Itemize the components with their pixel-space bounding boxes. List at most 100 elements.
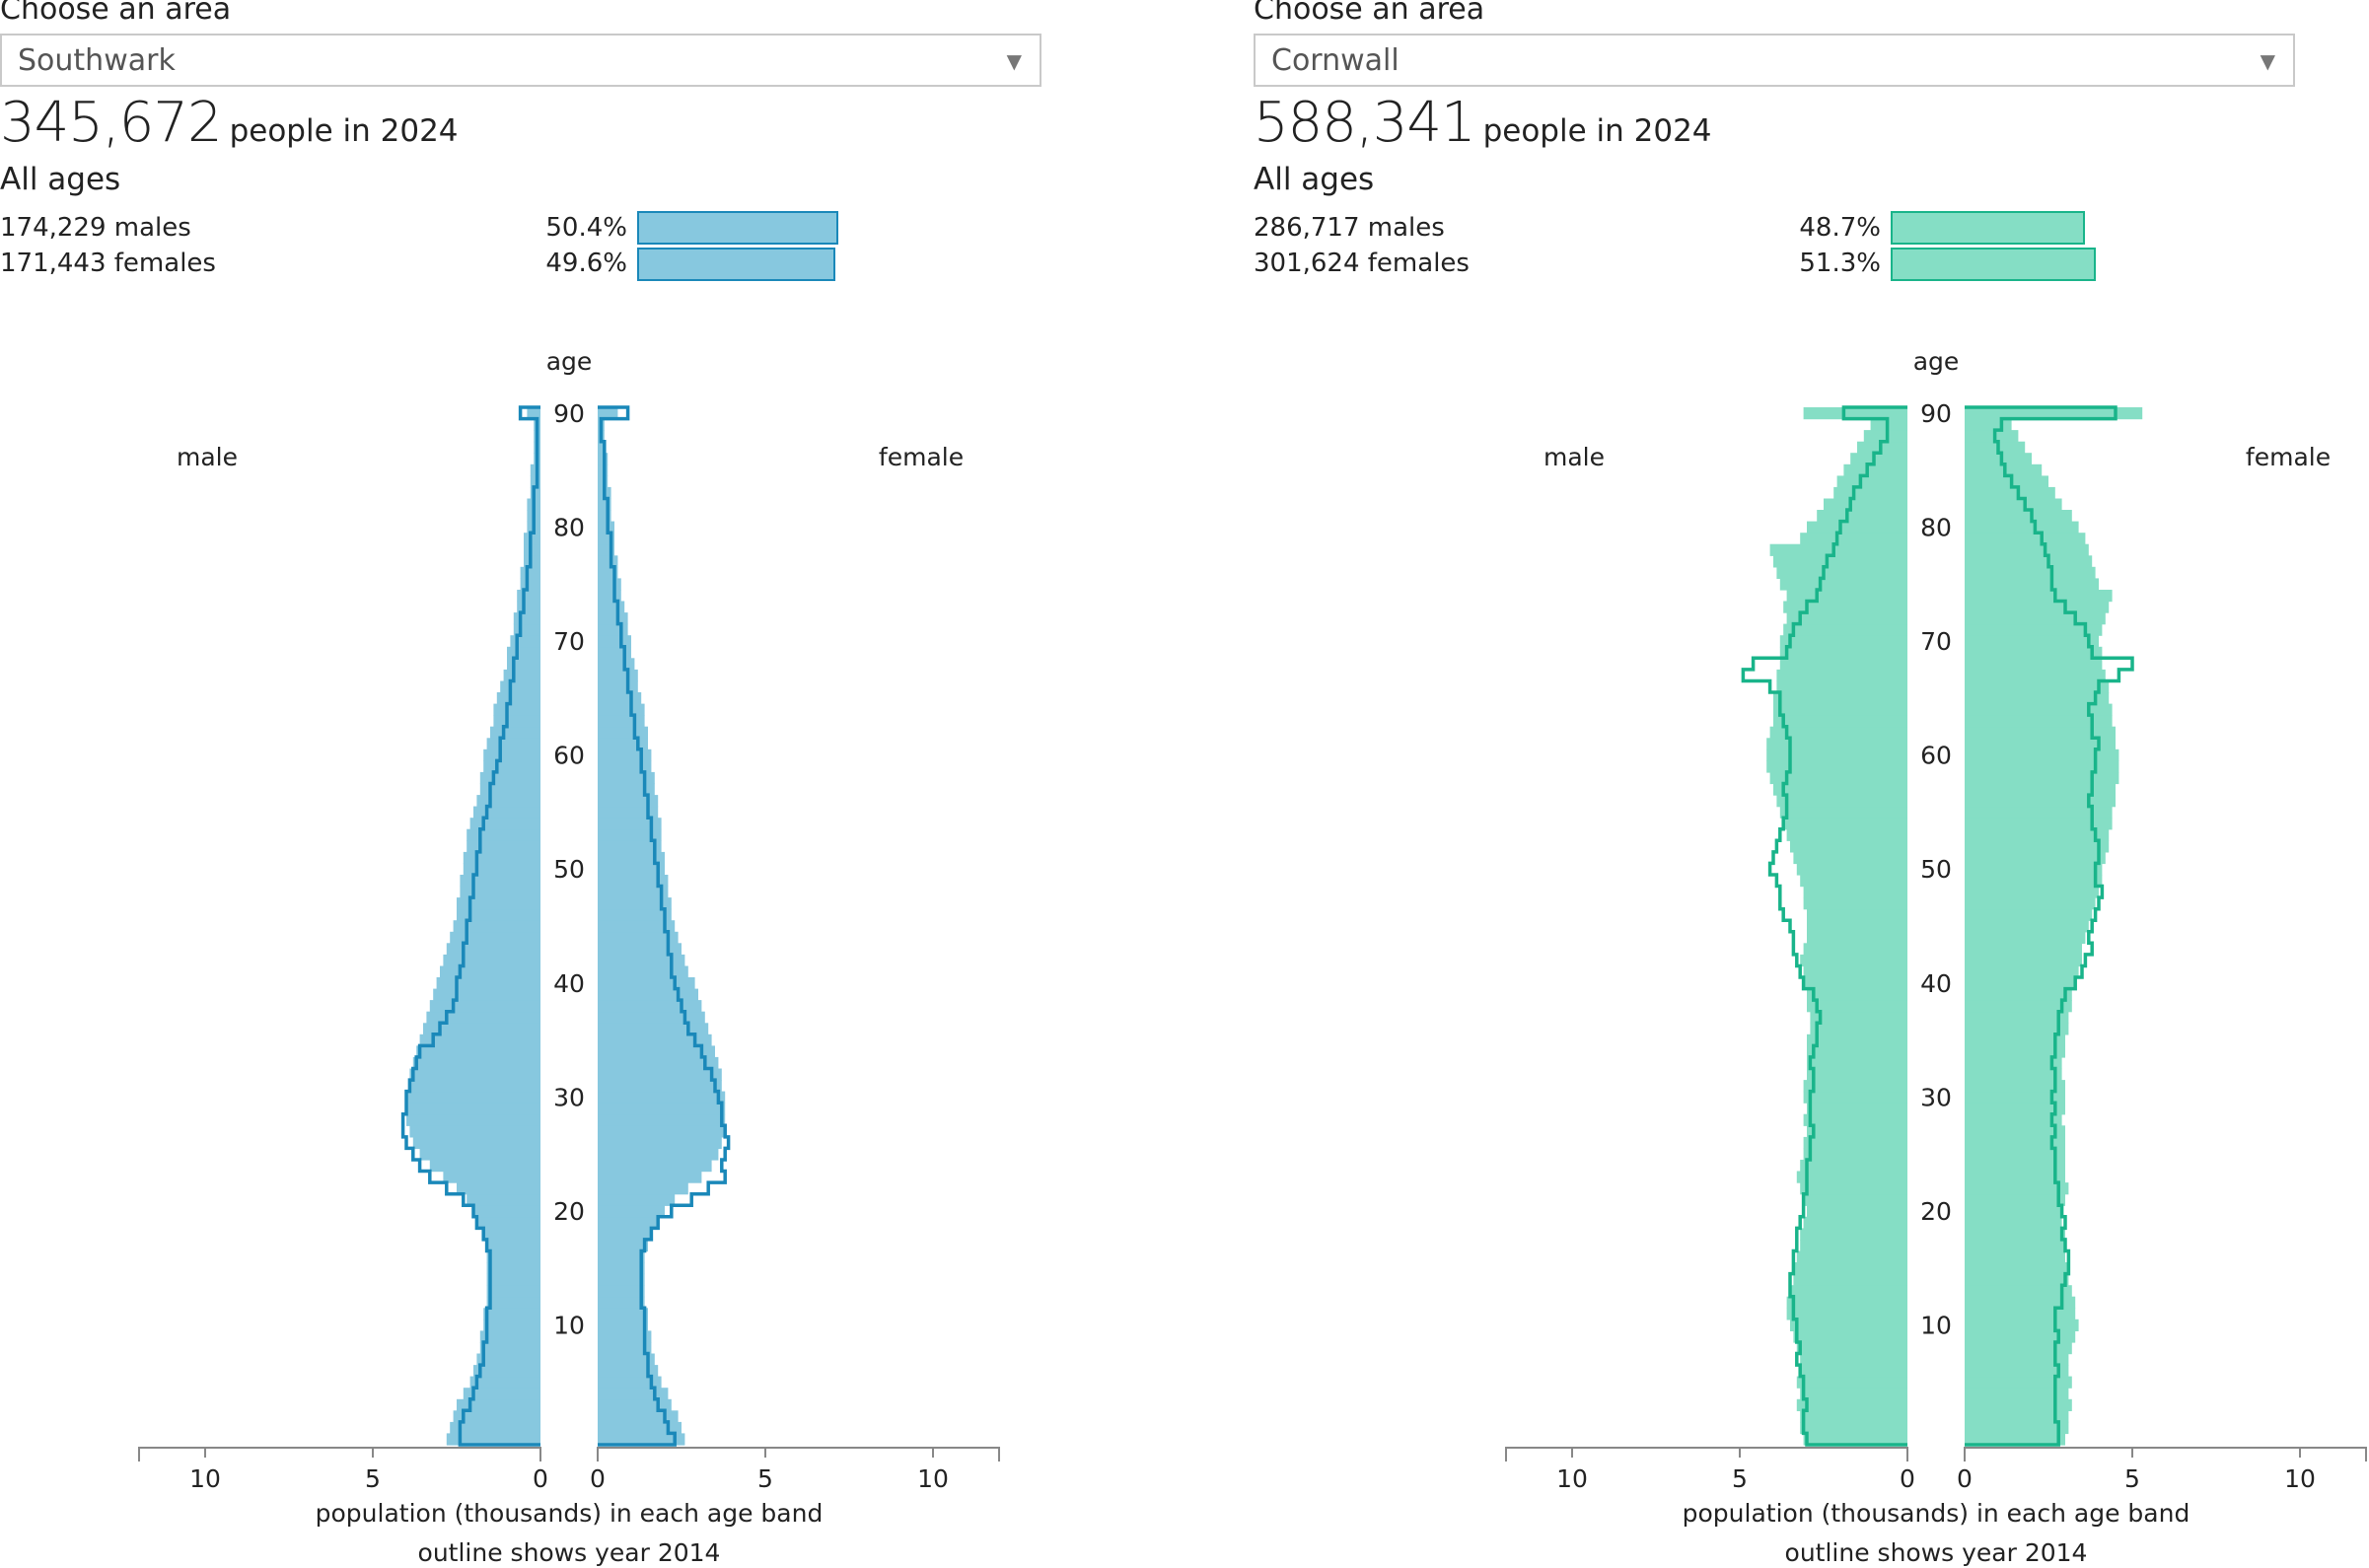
male-bar-age-33 <box>1807 1056 1907 1070</box>
female-bar-age-48 <box>598 886 669 898</box>
female-bar-age-4 <box>1965 1388 2069 1400</box>
age-tick-10: 10 <box>553 1312 585 1340</box>
male-bar-age-65 <box>1773 692 1907 705</box>
female-bar-age-27 <box>1965 1125 2065 1138</box>
male-bar-age-61 <box>486 738 540 750</box>
age-tick-90: 90 <box>553 399 585 428</box>
male-bar-age-42 <box>443 954 540 967</box>
male-bar-age-65 <box>496 692 540 705</box>
female-bar-age-18 <box>1965 1228 2065 1241</box>
female-bar-age-89 <box>1965 418 2012 431</box>
male-bar-age-12 <box>486 1296 540 1309</box>
male-bar-age-83 <box>1833 486 1907 500</box>
area-panel-right: Choose an area Cornwall ▼ 588,341 people … <box>1254 0 2369 1568</box>
female-x-axis <box>1964 1447 2367 1461</box>
female-bar-age-41 <box>598 965 688 978</box>
female-bar-age-66 <box>1965 680 2110 693</box>
female-bar-age-30 <box>598 1091 726 1104</box>
female-bar-age-87 <box>1965 441 2026 454</box>
female-bar-age-21 <box>1965 1193 2065 1206</box>
male-bar-age-47 <box>457 897 540 910</box>
bars-2024 <box>406 407 726 1446</box>
choose-area-label: Choose an area <box>1254 0 1485 27</box>
population-pyramid-chart: age male female population (thousands) i… <box>138 347 1000 1567</box>
male-bar-age-74 <box>517 590 540 603</box>
male-bar-age-81 <box>1817 510 1907 523</box>
female-bar-age-31 <box>1965 1080 2065 1093</box>
male-bar-age-2 <box>1800 1410 1907 1423</box>
male-bar-age-49 <box>460 875 540 888</box>
male-bar-age-75 <box>1779 578 1907 591</box>
male-bar-age-49 <box>1800 875 1907 888</box>
area-select[interactable]: Cornwall ▼ <box>1254 34 2295 87</box>
female-bar-age-74 <box>1965 590 2113 603</box>
male-bar-age-77 <box>1773 555 1907 568</box>
male-bar-age-32 <box>1807 1068 1907 1081</box>
male-label: male <box>177 443 238 471</box>
female-bar-age-50 <box>598 863 665 876</box>
female-bar-age-72 <box>1965 612 2106 625</box>
male-bar-age-12 <box>1786 1296 1907 1309</box>
male-bar-age-71 <box>1783 623 1907 636</box>
female-bar-age-6 <box>1965 1365 2069 1378</box>
female-bar-age-7 <box>1965 1353 2069 1366</box>
male-bar-age-68 <box>1779 658 1907 671</box>
female-bar-age-5 <box>598 1376 662 1389</box>
male-bar-age-27 <box>409 1125 540 1138</box>
male-bar-age-84 <box>1836 475 1907 488</box>
male-bar-age-39 <box>1807 988 1907 1001</box>
male-bar-age-58 <box>1769 771 1907 785</box>
age-tick-70: 70 <box>1920 627 1952 656</box>
female-bar-age-31 <box>598 1080 722 1093</box>
age-tick-60: 60 <box>553 742 585 770</box>
male-bar-age-1 <box>1800 1421 1907 1435</box>
males-count: 286,717 males <box>1254 213 1445 243</box>
female-bar-age-17 <box>1965 1239 2065 1252</box>
male-bar-age-26 <box>412 1136 540 1150</box>
female-bar-age-60 <box>598 748 652 761</box>
male-bar-age-66 <box>1776 680 1907 693</box>
female-bar-age-22 <box>1965 1182 2069 1195</box>
male-bar-age-3 <box>1796 1398 1907 1411</box>
female-bar-age-1 <box>598 1421 682 1435</box>
age-tick-60: 60 <box>1920 742 1952 770</box>
females-count: 301,624 females <box>1254 249 1470 278</box>
female-x-axis <box>597 1447 1000 1461</box>
male-bar-age-38 <box>1807 1000 1907 1013</box>
male-bar-age-56 <box>1776 795 1907 808</box>
female-bar-age-52 <box>598 840 662 853</box>
female-bar-age-65 <box>598 692 642 705</box>
male-bar-age-13 <box>1790 1285 1907 1298</box>
female-bar-age-77 <box>1965 555 2093 568</box>
male-bar-age-42 <box>1800 954 1907 967</box>
male-bar-age-78 <box>1769 543 1907 556</box>
area-select[interactable]: Southwark ▼ <box>0 34 1041 87</box>
female-bar-age-2 <box>1965 1410 2069 1423</box>
female-bar-age-38 <box>1965 1000 2072 1013</box>
female-bar-age-59 <box>1965 760 2119 773</box>
female-bar-age-42 <box>1965 954 2082 967</box>
male-bar-age-70 <box>510 635 540 648</box>
male-share-bar <box>637 211 839 245</box>
male-bar-age-8 <box>1796 1342 1907 1355</box>
female-bar-age-73 <box>1965 601 2110 613</box>
male-bar-age-10 <box>1790 1319 1907 1331</box>
female-bar-age-11 <box>1965 1308 2076 1320</box>
total-population-suffix: people in 2024 <box>1482 113 1712 149</box>
female-bar-age-13 <box>598 1285 645 1298</box>
female-bar-age-43 <box>1965 943 2082 956</box>
female-bar-age-50 <box>1965 863 2103 876</box>
male-bar-age-15 <box>1793 1262 1907 1275</box>
male-bar-age-62 <box>1769 726 1907 739</box>
male-bar-age-90 <box>527 407 540 420</box>
female-bar-age-23 <box>598 1171 702 1183</box>
female-bar-age-35 <box>598 1033 712 1046</box>
female-bar-age-26 <box>1965 1136 2065 1150</box>
female-bar-age-49 <box>1965 875 2103 888</box>
male-bar-age-54 <box>469 818 540 830</box>
male-bar-age-32 <box>409 1068 540 1081</box>
female-bar-age-44 <box>1965 931 2086 944</box>
female-bar-age-33 <box>598 1056 719 1070</box>
female-bar-age-35 <box>1965 1033 2065 1046</box>
female-bar-age-57 <box>598 783 655 796</box>
